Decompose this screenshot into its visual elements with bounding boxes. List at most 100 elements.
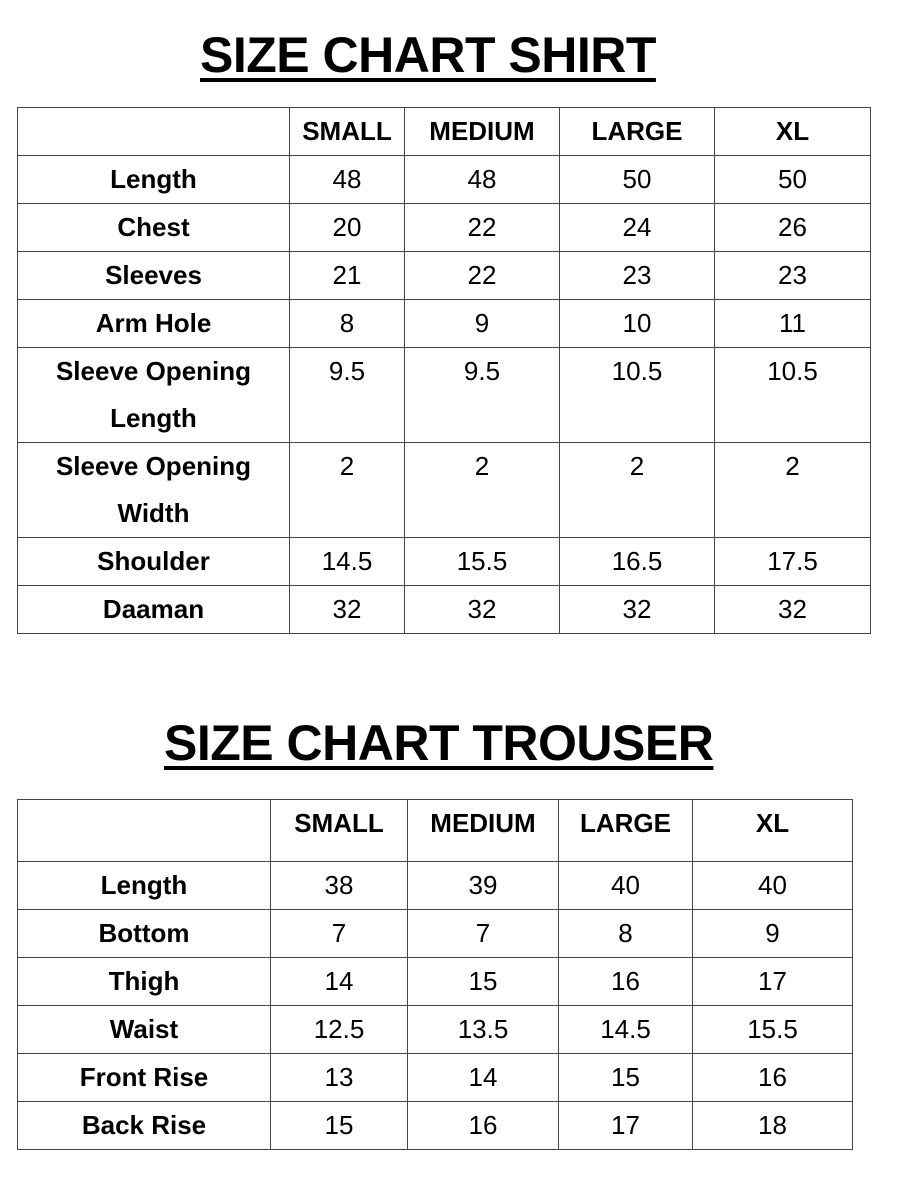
row-label: Back Rise	[17, 1101, 271, 1150]
corner-cell	[17, 799, 271, 862]
row-label: Shoulder	[17, 537, 290, 586]
size-value: 26	[714, 203, 871, 252]
size-value: 38	[270, 861, 408, 910]
row-label: Length	[17, 155, 290, 204]
size-value: 32	[714, 585, 871, 634]
size-value: 2	[289, 442, 405, 538]
size-value: 16	[692, 1053, 853, 1102]
size-value: 16	[407, 1101, 559, 1150]
table-row: Sleeve Opening Length 9.5 9.5 10.5 10.5	[17, 347, 871, 443]
row-label: Front Rise	[17, 1053, 271, 1102]
size-value: 13.5	[407, 1005, 559, 1054]
row-label: Chest	[17, 203, 290, 252]
size-header: MEDIUM	[407, 799, 559, 862]
size-value: 17.5	[714, 537, 871, 586]
size-value: 39	[407, 861, 559, 910]
table-row: Sleeves 21 22 23 23	[17, 251, 871, 300]
size-header: SMALL	[289, 107, 405, 156]
size-value: 15	[270, 1101, 408, 1150]
size-header: MEDIUM	[404, 107, 560, 156]
shirt-size-table: SMALL MEDIUM LARGE XL Length 48 48 50 50 Chest 20 2…	[17, 107, 871, 634]
table-row: Sleeve Opening Width 2 2 2 2	[17, 442, 871, 538]
size-value: 9	[404, 299, 560, 348]
size-value: 11	[714, 299, 871, 348]
row-label: Thigh	[17, 957, 271, 1006]
size-header: LARGE	[559, 107, 715, 156]
size-value: 12.5	[270, 1005, 408, 1054]
size-value: 40	[692, 861, 853, 910]
table-row: Thigh 14 15 16 17	[17, 957, 853, 1006]
size-value: 15.5	[692, 1005, 853, 1054]
size-value: 15	[407, 957, 559, 1006]
size-value: 14.5	[558, 1005, 693, 1054]
row-label: Bottom	[17, 909, 271, 958]
size-value: 13	[270, 1053, 408, 1102]
header-row: SMALL MEDIUM LARGE XL	[17, 107, 871, 156]
size-value: 23	[559, 251, 715, 300]
row-label: Sleeves	[17, 251, 290, 300]
size-value: 50	[559, 155, 715, 204]
size-value: 48	[404, 155, 560, 204]
size-value: 16.5	[559, 537, 715, 586]
size-value: 15	[558, 1053, 693, 1102]
size-value: 40	[558, 861, 693, 910]
size-value: 17	[558, 1101, 693, 1150]
trouser-size-table: SMALL MEDIUM LARGE XL Length 38 39 40 40 Bottom 7 7…	[17, 799, 853, 1150]
size-value: 8	[289, 299, 405, 348]
table-row: Waist 12.5 13.5 14.5 15.5	[17, 1005, 853, 1054]
size-value: 32	[559, 585, 715, 634]
header-row: SMALL MEDIUM LARGE XL	[17, 799, 853, 862]
table-row: Back Rise 15 16 17 18	[17, 1101, 853, 1150]
table-row: Bottom 7 7 8 9	[17, 909, 853, 958]
size-value: 20	[289, 203, 405, 252]
size-header: LARGE	[558, 799, 693, 862]
size-value: 7	[270, 909, 408, 958]
row-label: Daaman	[17, 585, 290, 634]
table-row: Daaman 32 32 32 32	[17, 585, 871, 634]
size-value: 21	[289, 251, 405, 300]
table-row: Arm Hole 8 9 10 11	[17, 299, 871, 348]
corner-cell	[17, 107, 290, 156]
size-value: 17	[692, 957, 853, 1006]
size-value: 22	[404, 203, 560, 252]
size-value: 10.5	[714, 347, 871, 443]
size-header: XL	[692, 799, 853, 862]
size-value: 48	[289, 155, 405, 204]
table-row: Chest 20 22 24 26	[17, 203, 871, 252]
size-value: 50	[714, 155, 871, 204]
row-label: Length	[17, 861, 271, 910]
row-label: Waist	[17, 1005, 271, 1054]
row-label: Sleeve Opening Length	[17, 347, 290, 443]
size-value: 18	[692, 1101, 853, 1150]
table-row: Shoulder 14.5 15.5 16.5 17.5	[17, 537, 871, 586]
size-header: SMALL	[270, 799, 408, 862]
table-row: Length 38 39 40 40	[17, 861, 853, 910]
size-value: 14.5	[289, 537, 405, 586]
size-value: 7	[407, 909, 559, 958]
row-label: Arm Hole	[17, 299, 290, 348]
size-value: 32	[404, 585, 560, 634]
table-row: Front Rise 13 14 15 16	[17, 1053, 853, 1102]
size-value: 8	[558, 909, 693, 958]
size-value: 14	[270, 957, 408, 1006]
size-value: 32	[289, 585, 405, 634]
size-value: 16	[558, 957, 693, 1006]
size-value: 15.5	[404, 537, 560, 586]
size-value: 2	[559, 442, 715, 538]
row-label: Sleeve Opening Width	[17, 442, 290, 538]
size-value: 14	[407, 1053, 559, 1102]
trouser-title: SIZE CHART TROUSER	[164, 715, 714, 771]
size-value: 2	[404, 442, 560, 538]
size-value: 9.5	[404, 347, 560, 443]
size-header: XL	[714, 107, 871, 156]
size-value: 22	[404, 251, 560, 300]
size-value: 10	[559, 299, 715, 348]
shirt-title: SIZE CHART SHIRT	[200, 27, 656, 83]
size-value: 23	[714, 251, 871, 300]
table-row: Length 48 48 50 50	[17, 155, 871, 204]
size-value: 2	[714, 442, 871, 538]
size-value: 10.5	[559, 347, 715, 443]
size-value: 9.5	[289, 347, 405, 443]
size-value: 24	[559, 203, 715, 252]
size-value: 9	[692, 909, 853, 958]
